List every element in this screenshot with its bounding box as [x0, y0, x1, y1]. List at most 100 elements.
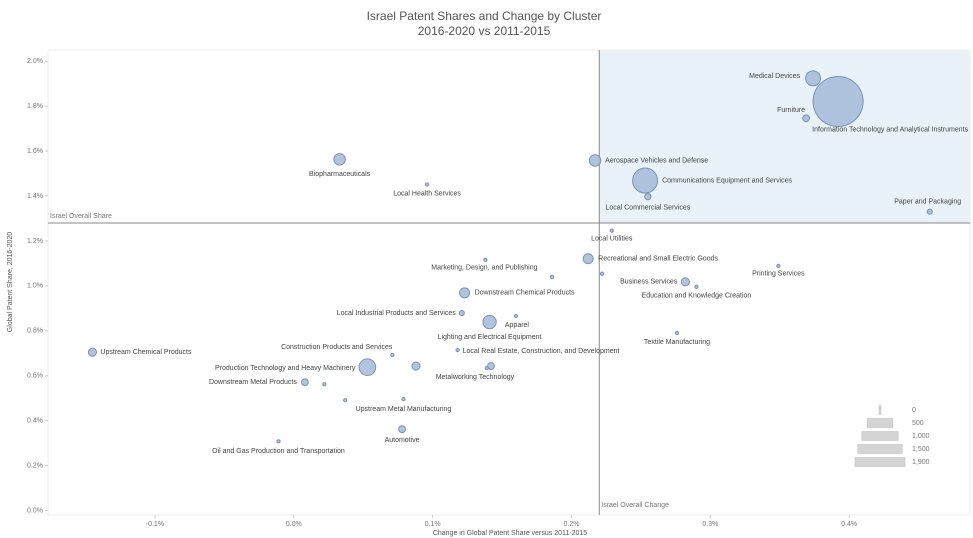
y-tick-label: 0.4% [27, 417, 43, 424]
bubble [458, 309, 465, 317]
point-label: Oil and Gas Production and Transportatio… [212, 448, 345, 455]
point-label: Metalworking Technology [436, 374, 515, 381]
bubble [680, 277, 690, 287]
point-label: Biopharmaceuticals [309, 171, 371, 178]
point-label: Local Utilities [591, 235, 633, 242]
y-tick-label: 0.8% [27, 328, 43, 335]
x-tick-label: 0.2% [564, 521, 580, 528]
bubble [276, 439, 281, 444]
bubble [549, 274, 555, 280]
plot-frame [47, 49, 971, 516]
reference-label-x: Israel Overall Change [601, 502, 669, 509]
point-label: Apparel [505, 322, 530, 329]
bubble [411, 361, 421, 371]
bubble [812, 75, 864, 127]
point-label: Downstream Chemical Products [475, 290, 575, 297]
bubble [802, 114, 811, 123]
bubble [644, 193, 652, 201]
size-legend-label: 500 [912, 420, 924, 427]
bubble [926, 208, 933, 215]
y-tick-label: 1.4% [27, 193, 43, 200]
bubble [776, 263, 781, 268]
size-legend-label: 1,500 [912, 446, 930, 453]
point-label: Information Technology and Analytical In… [812, 126, 968, 133]
bubble [609, 228, 614, 233]
point-label: Aerospace Vehicles and Defense [605, 157, 708, 164]
bubble [484, 365, 489, 371]
bubble [582, 253, 594, 265]
point-label: Automotive [385, 437, 420, 444]
size-legend-label: 0 [912, 407, 916, 414]
point-label: Communications Equipment and Services [662, 177, 792, 184]
chart-subtitle: 2016-2020 vs 2011-2015 [418, 24, 551, 38]
bubble [805, 70, 822, 87]
bubble [482, 314, 497, 330]
point-label: Education and Knowledge Creation [642, 293, 752, 300]
y-tick-label: 0.2% [27, 462, 43, 469]
size-legend-swatch [854, 457, 906, 467]
point-label: Marketing, Design, and Publishing [431, 265, 537, 272]
bubble [333, 153, 346, 166]
size-legend-swatch [866, 418, 894, 428]
size-legend-swatch [857, 444, 903, 454]
bubble [487, 362, 495, 370]
size-legend-label: 1,000 [912, 433, 930, 440]
point-label: Lighting and Electrical Equipment [438, 334, 542, 341]
point-label: Upstream Metal Manufacturing [356, 406, 452, 413]
bubble [343, 398, 348, 403]
point-label: Construction Products and Services [281, 344, 393, 351]
bubble [424, 182, 430, 187]
bubble [390, 352, 395, 358]
bubble [674, 330, 680, 336]
y-tick-label: 1.2% [27, 238, 43, 245]
bubble [632, 167, 659, 194]
point-label: Printing Services [752, 271, 805, 278]
bubble [398, 425, 406, 434]
x-tick-label: 0.3% [702, 521, 718, 528]
y-tick-label: 2.0% [27, 58, 43, 65]
y-tick-label: 0.0% [27, 507, 43, 514]
point-label: Local Health Services [393, 190, 461, 197]
point-label: Production Technology and Heavy Machiner… [215, 365, 356, 372]
bubble [513, 313, 519, 319]
x-tick-label: 0.0% [286, 521, 302, 528]
point-label: Medical Devices [749, 73, 800, 80]
reference-label-y: Israel Overall Share [50, 213, 112, 220]
point-label: Furniture [777, 107, 805, 114]
highlight-quadrant [599, 50, 970, 223]
y-tick-label: 1.6% [27, 148, 43, 155]
bubble [300, 378, 309, 387]
x-axis-title: Change in Global Patent Share versus 201… [433, 530, 587, 537]
bubble [459, 287, 471, 299]
bubble [358, 358, 377, 376]
bubble [87, 347, 97, 357]
point-label: Upstream Chemical Products [100, 349, 192, 356]
y-tick-label: 0.6% [27, 373, 43, 380]
bubble [401, 396, 406, 402]
x-tick-label: -0.1% [146, 521, 164, 528]
point-label: Local Commercial Services [605, 205, 690, 212]
point-label: Local Industrial Products and Services [337, 310, 457, 317]
size-legend-swatch [878, 405, 882, 415]
bubble [588, 154, 602, 167]
point-label: Paper and Packaging [894, 199, 961, 206]
y-tick-label: 1.8% [27, 103, 43, 110]
point-label: Downstream Metal Products [209, 379, 297, 386]
x-tick-label: 0.4% [841, 521, 857, 528]
y-axis-title: Global Patent Share, 2016-2020 [7, 232, 14, 333]
bubble [599, 271, 605, 276]
point-label: Textile Manufacturing [644, 339, 710, 346]
point-label: Local Real Estate, Construction, and Dev… [463, 348, 620, 355]
point-label: Business Services [620, 279, 678, 286]
point-label: Recreational and Small Electric Goods [598, 256, 718, 263]
bubble [455, 347, 460, 353]
x-tick-label: 0.1% [425, 521, 441, 528]
size-legend-label: 1,900 [912, 459, 930, 466]
bubble [483, 257, 488, 262]
bubble [694, 284, 699, 289]
chart-title: Israel Patent Shares and Change by Clust… [367, 9, 602, 23]
bubble [322, 382, 327, 387]
y-tick-label: 1.0% [27, 283, 43, 290]
